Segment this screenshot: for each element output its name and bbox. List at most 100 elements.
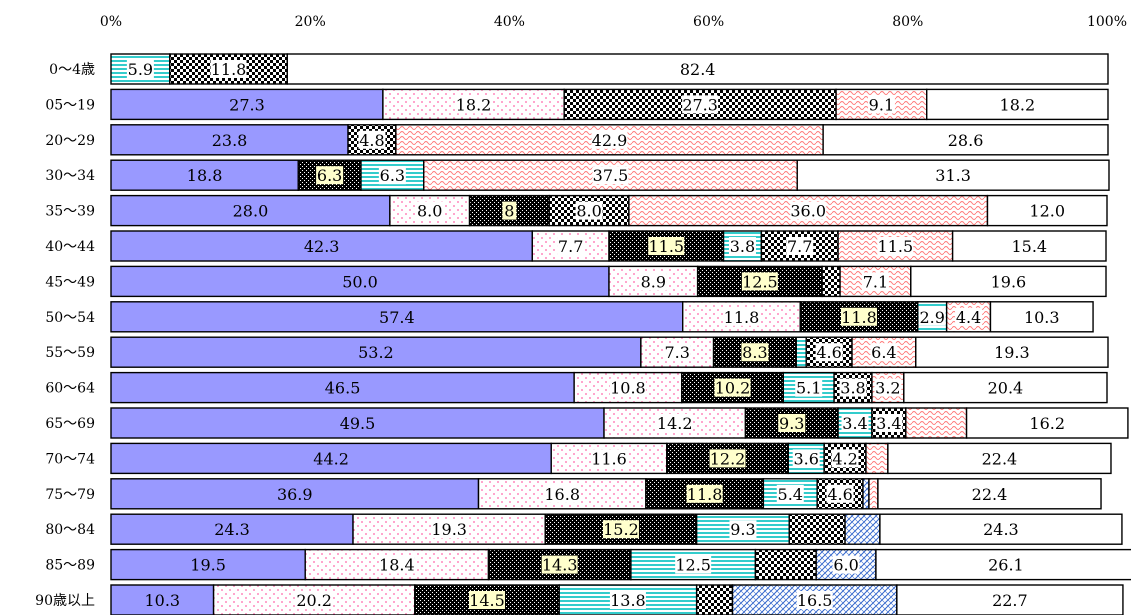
data-label-bg [378,555,415,574]
bar-segment [110,159,299,191]
data-label-bg [778,414,806,432]
data-label: 18.4 [379,556,415,575]
data-label: 50.0 [342,272,378,291]
data-label-bg [592,166,629,185]
data-label: 19.3 [431,520,467,539]
data-label: 11.5 [878,237,914,256]
data-label: 27.3 [682,95,718,114]
bar-segment [905,407,968,439]
x-axis: 0% 20% 40% 60% 80% 100% 0～4歳 05～19 20～29 30～34 35～… [35,14,1127,609]
data-label: 42.3 [304,237,340,256]
bar-segment [110,265,610,298]
data-label-bg [841,414,869,432]
data-label-bg [839,378,867,397]
category-label: 85～89 [45,558,95,574]
data-label: 6.3 [317,166,342,185]
data-label: 13.8 [610,591,646,610]
data-label-bg [867,95,895,114]
data-label-bg [656,414,693,432]
data-label-bg [1023,307,1060,326]
data-label-bg [1029,414,1066,432]
bar-segment [110,548,306,581]
data-label-bg [728,237,756,255]
bar-segment [788,513,846,545]
data-label: 27.3 [229,95,265,114]
data-label: 4.6 [827,485,852,504]
data-label: 24.3 [983,520,1019,539]
data-label: 36.0 [790,202,826,221]
data-label: 14.5 [469,591,505,610]
category-label: 30～34 [45,168,95,184]
data-label: 4.6 [816,343,841,362]
data-label-bg [682,95,719,114]
x-tick-label: 0% [100,14,122,30]
data-label: 53.2 [358,343,394,362]
data-label: 7.3 [664,343,689,362]
data-label: 28.6 [948,131,984,150]
data-label-bg [861,272,889,291]
data-label: 10.3 [144,591,180,610]
data-label: 8.9 [641,272,666,291]
data-label: 7.1 [863,272,888,291]
data-label-bg [416,201,444,220]
category-label: 65～69 [45,416,95,432]
data-label-bg [639,272,667,291]
data-label: 16.5 [797,591,833,610]
data-label: 36.9 [277,485,313,504]
bar-segment [110,371,575,404]
data-label-bg [874,378,902,397]
data-label-bg [999,95,1036,114]
data-label-bg [790,201,827,220]
data-label-bg [609,378,646,397]
data-label-bg [877,237,914,255]
data-label: 57.4 [379,308,415,327]
x-tick-label: 20% [295,14,326,30]
bar-segment [169,53,288,85]
data-label: 12.0 [1029,202,1065,221]
x-tick-label: 60% [693,14,724,30]
data-label: 37.5 [593,166,629,185]
data-label-bg [591,130,628,149]
bar-segment [110,336,642,368]
data-label: 49.5 [340,414,376,433]
data-label: 3.8 [730,237,755,256]
data-label: 3.4 [842,414,867,433]
data-label-bg [935,166,972,185]
category-label: 50～54 [45,310,95,326]
category-label: 45～49 [45,274,95,290]
data-label: 15.4 [1011,237,1047,256]
data-label: 16.8 [544,485,580,504]
data-label: 10.3 [1024,308,1060,327]
bar-segment [110,513,354,545]
data-label-bg [918,307,946,326]
data-label: 11.8 [687,485,723,504]
x-tick-label: 80% [892,14,923,30]
data-label: 22.7 [992,591,1028,610]
data-label-bg [826,484,854,503]
bar-segment [110,124,349,156]
data-label-bg [575,201,603,220]
data-label: 2.9 [919,308,944,327]
data-label-bg [709,449,746,468]
data-label-bg [502,201,517,220]
data-label-bg [296,591,333,609]
bar-segment [110,407,605,439]
category-label: 75～79 [45,487,95,503]
bar-segment [821,265,841,298]
data-label-bg [991,591,1028,609]
data-label: 3.6 [793,449,818,468]
data-label-bg [990,272,1027,291]
data-label-bg [971,484,1008,503]
data-label: 3.4 [876,414,901,433]
data-label: 18.8 [187,166,223,185]
bar-segment [865,442,889,475]
data-label-bg [358,130,386,149]
x-tick-label: 100% [1087,14,1127,30]
data-label-bg [609,591,646,609]
data-label-bg [987,555,1024,574]
bar-segment [868,478,879,510]
data-label: 6.0 [833,556,858,575]
data-label: 24.3 [214,520,250,539]
data-label: 5.9 [128,60,153,79]
